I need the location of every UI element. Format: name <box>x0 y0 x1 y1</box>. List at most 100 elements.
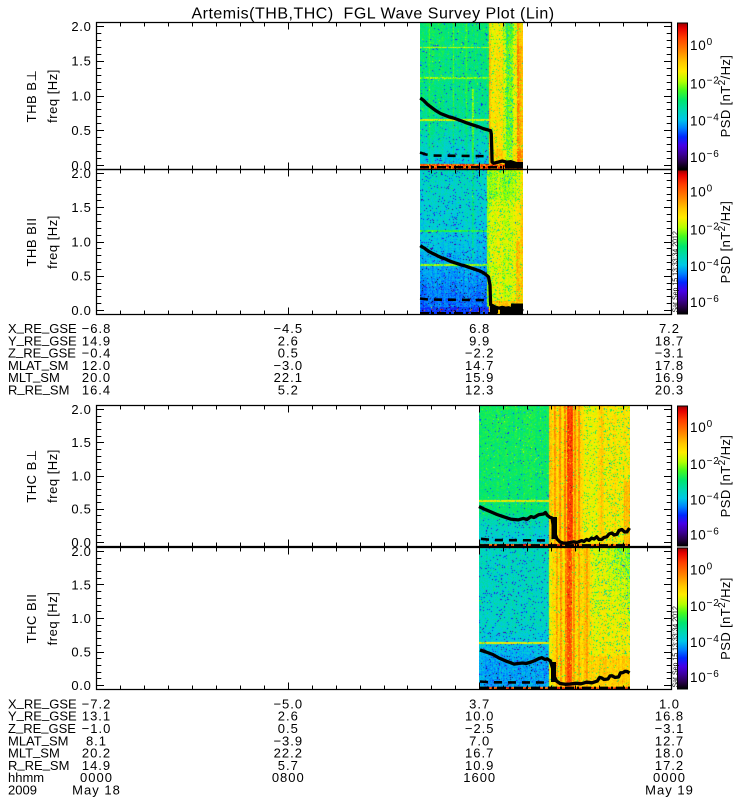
svg-text:0.0: 0.0 <box>71 303 91 318</box>
svg-text:1.0: 1.0 <box>659 696 680 711</box>
svg-text:13.1: 13.1 <box>82 709 111 724</box>
svg-text:10−2: 10−2 <box>690 598 720 614</box>
svg-text:−3.0: −3.0 <box>273 358 303 373</box>
svg-text:MLAT_SM: MLAT_SM <box>8 356 68 373</box>
svg-text:10−2: 10−2 <box>690 456 720 472</box>
svg-text:X_RE_GSE: X_RE_GSE <box>8 694 77 711</box>
svg-text:10−4: 10−4 <box>690 113 720 129</box>
svg-text:16.8: 16.8 <box>655 709 684 724</box>
svg-text:R_RE_SM: R_RE_SM <box>8 756 69 773</box>
svg-text:2.0: 2.0 <box>71 19 91 34</box>
svg-text:−2.2: −2.2 <box>465 346 495 361</box>
svg-text:−0.4: −0.4 <box>82 346 112 361</box>
svg-text:PSD [nT2/Hz]: PSD [nT2/Hz] <box>717 435 733 518</box>
svg-text:Sat Sep 15 13:33:34 2012: Sat Sep 15 13:33:34 2012 <box>673 231 680 312</box>
svg-text:May 19: May 19 <box>645 783 694 798</box>
svg-text:MLT_SM: MLT_SM <box>8 368 60 385</box>
svg-text:0.5: 0.5 <box>71 502 91 517</box>
svg-text:Z_RE_GSE: Z_RE_GSE <box>8 344 76 361</box>
svg-text:May 18: May 18 <box>72 783 121 798</box>
svg-text:−1.0: −1.0 <box>82 721 112 736</box>
svg-text:14.7: 14.7 <box>465 358 494 373</box>
svg-text:0.5: 0.5 <box>71 644 91 659</box>
svg-text:1.5: 1.5 <box>71 435 91 450</box>
svg-text:12.7: 12.7 <box>655 733 684 748</box>
svg-text:8.1: 8.1 <box>86 733 107 748</box>
svg-text:0.0: 0.0 <box>71 535 91 550</box>
svg-text:−2.5: −2.5 <box>465 721 495 736</box>
svg-text:2.0: 2.0 <box>71 402 91 417</box>
svg-text:0.0: 0.0 <box>71 158 91 173</box>
svg-text:MLT_SM: MLT_SM <box>8 744 60 761</box>
svg-text:20.0: 20.0 <box>82 370 111 385</box>
svg-text:PSD [nT2/Hz]: PSD [nT2/Hz] <box>717 577 733 660</box>
svg-text:2.0: 2.0 <box>71 166 91 181</box>
svg-text:10−4: 10−4 <box>690 492 720 508</box>
svg-text:THC BII: THC BII <box>24 594 39 644</box>
svg-text:X_RE_GSE: X_RE_GSE <box>8 319 77 336</box>
svg-text:15.9: 15.9 <box>465 370 494 385</box>
svg-text:12.3: 12.3 <box>465 383 494 398</box>
svg-text:12.0: 12.0 <box>82 358 111 373</box>
svg-text:16.9: 16.9 <box>655 370 684 385</box>
svg-text:1.0: 1.0 <box>71 88 91 103</box>
svg-text:5.2: 5.2 <box>278 383 299 398</box>
svg-text:10−2: 10−2 <box>690 75 720 91</box>
svg-text:2.6: 2.6 <box>278 709 299 724</box>
svg-text:7.0: 7.0 <box>469 733 490 748</box>
svg-text:−5.0: −5.0 <box>273 696 303 711</box>
svg-text:22.2: 22.2 <box>274 746 303 761</box>
svg-text:THB B⊥: THB B⊥ <box>24 70 39 123</box>
svg-text:hhmm: hhmm <box>8 770 44 785</box>
svg-text:14.9: 14.9 <box>82 758 111 773</box>
svg-text:freq [Hz]: freq [Hz] <box>45 215 60 269</box>
svg-text:0.5: 0.5 <box>278 346 299 361</box>
svg-text:10−6: 10−6 <box>690 294 720 310</box>
svg-text:2.0: 2.0 <box>71 544 91 559</box>
svg-text:−3.1: −3.1 <box>655 346 685 361</box>
svg-text:20.3: 20.3 <box>655 383 684 398</box>
svg-text:0800: 0800 <box>272 770 305 785</box>
svg-text:R_RE_SM: R_RE_SM <box>8 381 69 398</box>
svg-text:10−4: 10−4 <box>690 258 720 274</box>
svg-text:0.5: 0.5 <box>71 123 91 138</box>
svg-text:Artemis(THB,THC) FGL Wave Sur: Artemis(THB,THC) FGL Wave Survey Plot (L… <box>191 6 554 23</box>
svg-text:100: 100 <box>690 561 713 577</box>
svg-text:PSD [nT2/Hz]: PSD [nT2/Hz] <box>717 201 733 284</box>
svg-text:−4.5: −4.5 <box>273 321 303 336</box>
svg-text:Z_RE_GSE: Z_RE_GSE <box>8 719 76 736</box>
svg-text:0.5: 0.5 <box>278 721 299 736</box>
svg-text:20.2: 20.2 <box>82 746 111 761</box>
svg-text:1.0: 1.0 <box>71 611 91 626</box>
svg-text:14.9: 14.9 <box>82 333 111 348</box>
svg-text:1600: 1600 <box>463 770 496 785</box>
svg-text:1.0: 1.0 <box>71 234 91 249</box>
svg-text:100: 100 <box>690 37 713 53</box>
svg-text:16.7: 16.7 <box>465 746 494 761</box>
svg-text:10.0: 10.0 <box>465 709 494 724</box>
svg-text:18.7: 18.7 <box>655 333 684 348</box>
svg-text:1.5: 1.5 <box>71 200 91 215</box>
svg-text:MLAT_SM: MLAT_SM <box>8 731 68 748</box>
svg-text:THC B⊥: THC B⊥ <box>24 449 39 502</box>
svg-text:10−2: 10−2 <box>690 222 720 238</box>
svg-text:2.6: 2.6 <box>278 333 299 348</box>
svg-text:10−6: 10−6 <box>690 149 720 165</box>
svg-text:3.7: 3.7 <box>469 696 490 711</box>
svg-text:17.8: 17.8 <box>655 358 684 373</box>
svg-text:18.0: 18.0 <box>655 746 684 761</box>
svg-text:22.1: 22.1 <box>274 370 303 385</box>
svg-text:16.4: 16.4 <box>82 383 111 398</box>
svg-text:7.2: 7.2 <box>659 321 680 336</box>
svg-text:0.5: 0.5 <box>71 269 91 284</box>
svg-text:−6.8: −6.8 <box>82 321 112 336</box>
svg-text:PSD [nT2/Hz]: PSD [nT2/Hz] <box>717 55 733 138</box>
svg-text:5.7: 5.7 <box>278 758 299 773</box>
svg-text:freq [Hz]: freq [Hz] <box>45 449 60 503</box>
svg-text:Y_RE_GSE: Y_RE_GSE <box>8 707 77 724</box>
svg-text:0.0: 0.0 <box>71 678 91 693</box>
svg-text:2009: 2009 <box>8 783 37 798</box>
svg-text:−7.2: −7.2 <box>82 696 112 711</box>
svg-text:10−4: 10−4 <box>690 634 720 650</box>
svg-text:9.9: 9.9 <box>469 333 490 348</box>
